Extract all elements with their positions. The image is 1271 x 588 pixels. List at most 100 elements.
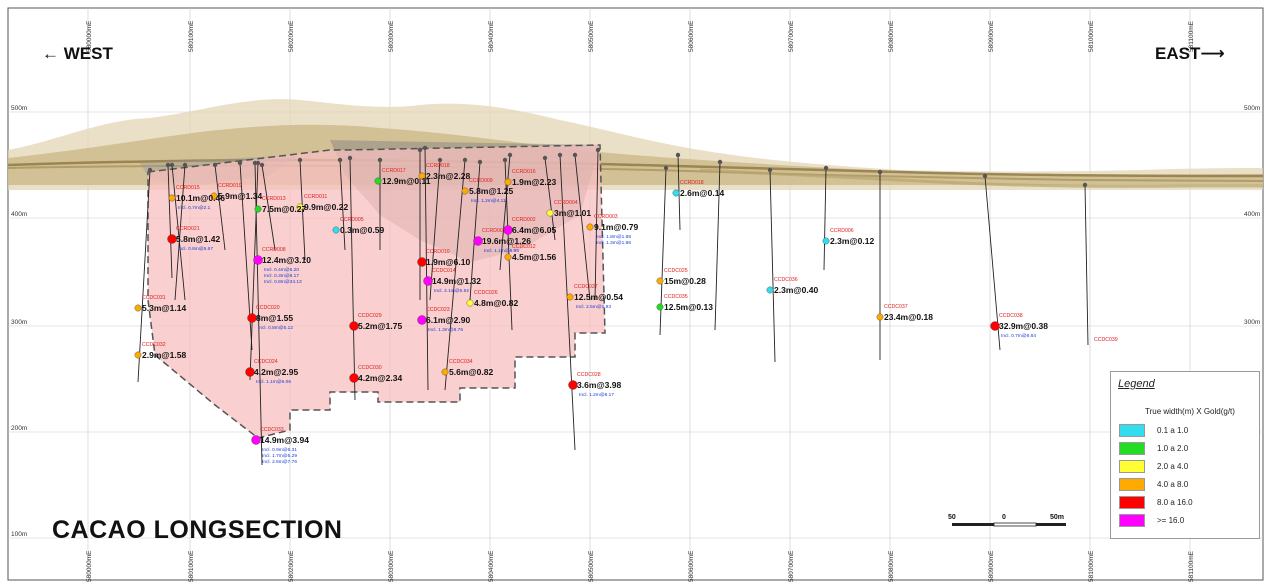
hole-id-label: CCRD018	[426, 163, 450, 169]
elevation-label-right: 400m	[1244, 211, 1260, 218]
including-label: Incl. 1.2m@8.17	[579, 392, 614, 398]
hole-id-label: CCDC020	[256, 305, 280, 311]
legend-swatch	[1119, 514, 1145, 527]
intercept-marker	[656, 303, 664, 311]
hole-id-label: CCDC024	[254, 359, 278, 365]
drill-collar	[595, 147, 601, 153]
legend-subtitle: True width(m) X Gold(g/t)	[1145, 407, 1235, 416]
intercept-value-label: 2.9m@1.58	[142, 350, 186, 360]
drill-hole-trace	[544, 157, 556, 241]
hole-id-label: CCDC029	[358, 313, 382, 319]
intercept-labels: CCRD015 10.1m@0.46 Incl. 0.7m@2.1 CCRD021 5.…	[142, 163, 1118, 465]
intercept-value-label: 5.8m@1.42	[176, 234, 220, 244]
drill-hole-trace	[424, 147, 429, 391]
including-label: Incl. 2.1m@5.92	[434, 288, 469, 294]
hole-id-label: CCDC035	[664, 294, 688, 300]
intercept-marker	[656, 277, 664, 285]
including-label: Incl. 1.2m@4.11	[471, 198, 506, 204]
easting-label-top: 581100mE	[1188, 20, 1195, 52]
legend-swatch	[1119, 460, 1145, 473]
intercept-marker	[134, 351, 142, 359]
easting-label-top: 580800mE	[888, 20, 895, 52]
drill-collar	[422, 145, 428, 151]
hole-id-label: CCDC036	[774, 277, 798, 283]
intercept-markers	[134, 172, 1000, 445]
easting-label-top: 580000mE	[86, 20, 93, 52]
drill-hole-trace	[574, 154, 591, 301]
easting-label-bottom: 581100mE	[1188, 550, 1195, 582]
intercept-marker	[566, 293, 574, 301]
intercept-value-label: 4.8m@0.82	[474, 298, 518, 308]
legend-item-label: 4.0 a 8.0	[1157, 480, 1189, 489]
easting-label-bottom: 580000mE	[86, 550, 93, 582]
legend-item: 4.0 a 8.0	[1119, 478, 1259, 492]
drill-hole-trace	[823, 167, 827, 271]
hole-id-label: CCRD008	[262, 247, 286, 253]
hole-id-label: CCRD017	[382, 168, 406, 174]
intercept-value-label: 2.6m@0.14	[680, 188, 724, 198]
intercept-marker	[503, 225, 513, 235]
drill-collar	[572, 152, 578, 158]
hole-id-label: CCRD005	[340, 217, 364, 223]
drill-hole-trace	[714, 161, 721, 331]
intercept-marker	[473, 236, 483, 246]
elevation-label-right: 300m	[1244, 319, 1260, 326]
intercept-marker	[167, 234, 177, 244]
drill-collar	[255, 160, 261, 166]
including-label: Incl. 0.9m@6.31	[262, 447, 297, 453]
legend-swatch	[1119, 442, 1145, 455]
intercept-marker	[349, 321, 359, 331]
drill-collar	[557, 152, 563, 158]
intercept-value-label: 7.5m@0.27	[262, 204, 306, 214]
easting-label-top: 580400mE	[488, 20, 495, 52]
intercept-marker	[168, 194, 176, 202]
intercept-marker	[672, 189, 680, 197]
intercept-marker	[245, 367, 255, 377]
intercept-marker	[876, 313, 884, 321]
drill-collar	[347, 155, 353, 161]
legend-item: 8.0 a 16.0	[1119, 496, 1259, 510]
intercept-marker	[349, 373, 359, 383]
intercept-value-label: 12.4m@3.10	[262, 255, 311, 265]
including-label: Incl. 0.7m@2.1	[178, 205, 211, 211]
intercept-value-label: 23.4m@0.18	[884, 312, 933, 322]
intercept-marker	[134, 304, 142, 312]
hole-id-label: CCDC031	[142, 295, 166, 301]
drill-collar	[147, 167, 153, 173]
drill-hole-trace	[594, 149, 599, 301]
intercept-marker	[461, 187, 469, 195]
drill-hole-trace	[214, 164, 226, 251]
legend-title: Legend	[1118, 378, 1155, 390]
drill-hole-trace	[984, 175, 1001, 351]
scale-bar: 50 0 50m	[948, 514, 1066, 527]
drill-hole-trace	[469, 161, 481, 301]
hole-id-label: CCDC038	[999, 313, 1023, 319]
intercept-value-label: 9.9m@0.22	[304, 202, 348, 212]
drill-collar	[477, 159, 483, 165]
hole-id-label: CCRD018	[680, 180, 704, 186]
hole-id-label: CCDC030	[358, 365, 382, 371]
intercept-marker	[417, 257, 427, 267]
intercept-value-label: 5.3m@1.14	[142, 303, 186, 313]
including-label: Incl. 1.8m@1.88	[596, 234, 631, 240]
drill-holes	[137, 145, 1089, 466]
intercept-value-label: 2.3m@0.12	[830, 236, 874, 246]
intercept-marker	[296, 203, 304, 211]
drill-collar	[823, 165, 829, 171]
intercept-marker	[251, 435, 261, 445]
intercept-value-label: 4.2m@2.34	[358, 373, 402, 383]
drill-collar	[877, 169, 883, 175]
including-label: Incl. 0.8m@34.13	[264, 279, 302, 285]
intercept-marker	[374, 177, 382, 185]
elevation-label-left: 300m	[11, 319, 27, 326]
page-title: CACAO LONGSECTION	[52, 516, 343, 544]
intercept-value-label: 2.3m@0.40	[774, 285, 818, 295]
intercept-marker	[253, 255, 263, 265]
including-label: Incl. 0.8m@5.12	[258, 325, 293, 331]
elevation-label-left: 500m	[11, 105, 27, 112]
intercept-value-label: 1.9m@2.23	[512, 177, 556, 187]
hole-id-label: CCRD007	[482, 228, 506, 234]
intercept-marker	[418, 172, 426, 180]
hole-id-label: CCRD013	[262, 196, 286, 202]
hole-id-label: CCRD006	[830, 228, 854, 234]
